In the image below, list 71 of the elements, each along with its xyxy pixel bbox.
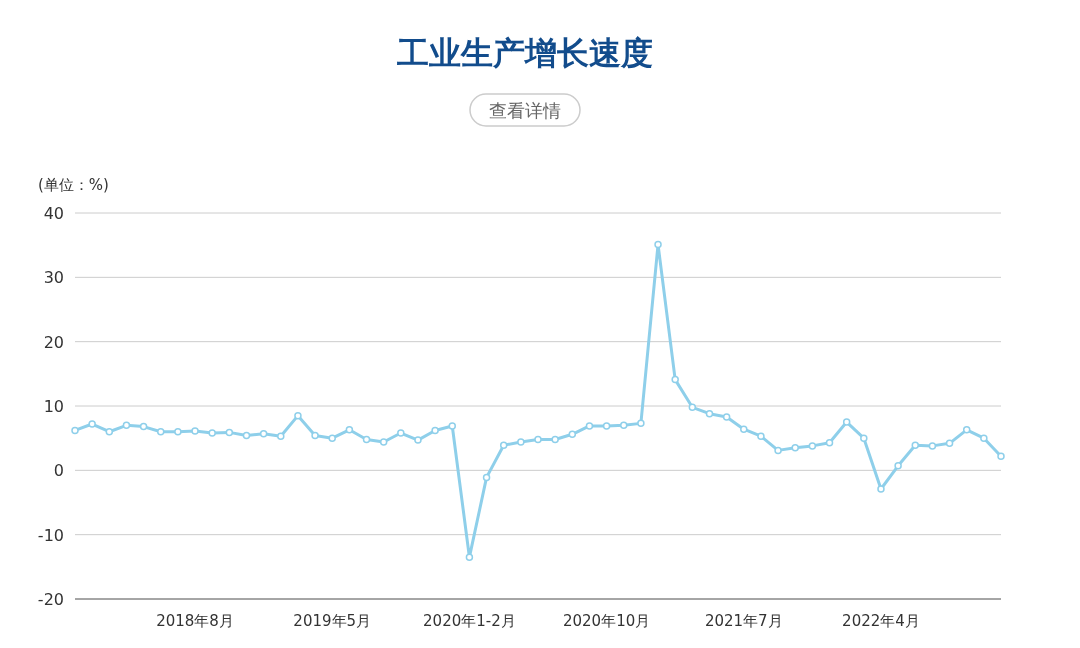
point — [362, 435, 371, 444]
point — [482, 473, 491, 482]
y-tick-label: -20 — [37, 590, 64, 609]
point — [88, 420, 96, 428]
point — [122, 421, 131, 430]
point — [328, 434, 336, 442]
point — [294, 411, 302, 420]
point — [397, 429, 405, 437]
point — [191, 427, 199, 435]
text: 查看详情 — [489, 100, 561, 121]
point — [688, 403, 697, 412]
point — [671, 375, 679, 384]
x-tick-label: 2020年10月 — [562, 612, 651, 630]
point — [842, 418, 851, 426]
point — [619, 421, 628, 430]
x-tick-label: 2018年8月 — [156, 612, 234, 630]
point — [105, 427, 114, 436]
point — [517, 438, 525, 446]
x-tick-label: 2020年1-2月 — [423, 612, 516, 630]
point — [602, 422, 611, 430]
point — [722, 413, 731, 421]
point — [71, 426, 79, 435]
point — [637, 419, 645, 428]
y-tick-label: -10 — [37, 525, 64, 545]
point — [825, 438, 834, 447]
point — [551, 435, 559, 444]
point — [757, 432, 765, 440]
y-tick-label: 40 — [43, 204, 64, 223]
point — [156, 427, 165, 436]
x-tick-label: 2021年7月 — [704, 612, 783, 630]
point — [431, 426, 439, 435]
point — [345, 426, 354, 434]
point — [311, 431, 319, 440]
y-tick-label: 30 — [43, 268, 64, 288]
point — [259, 429, 268, 438]
point — [962, 426, 971, 434]
point — [379, 438, 388, 446]
point — [448, 422, 457, 430]
point — [997, 452, 1005, 460]
point — [894, 462, 902, 470]
point — [860, 434, 868, 442]
point — [139, 422, 148, 431]
point — [499, 441, 508, 449]
point — [225, 428, 234, 437]
point — [808, 442, 817, 450]
point — [277, 432, 285, 440]
point — [945, 439, 954, 448]
y-tick-label: 20 — [43, 332, 64, 352]
point — [174, 427, 182, 436]
point — [242, 431, 251, 440]
y-axis-title: (单位：%) — [38, 176, 109, 194]
point — [465, 553, 474, 561]
point — [877, 485, 885, 493]
point — [774, 446, 782, 455]
point — [654, 240, 662, 249]
y-tick-label: 10 — [43, 397, 64, 416]
chart-title: 工业生产增长速度 — [396, 34, 653, 72]
point — [740, 425, 748, 433]
point — [414, 436, 422, 444]
point — [705, 409, 714, 418]
x-tick-label: 2022年4月 — [842, 612, 920, 630]
point — [568, 430, 577, 439]
point — [928, 442, 937, 450]
point — [208, 429, 216, 437]
point — [791, 444, 799, 452]
point — [911, 441, 920, 449]
point — [534, 435, 542, 444]
point — [980, 434, 988, 442]
x-tick-label: 2019年5月 — [293, 612, 372, 630]
y-tick-label: 0 — [53, 461, 64, 481]
point — [585, 422, 594, 430]
